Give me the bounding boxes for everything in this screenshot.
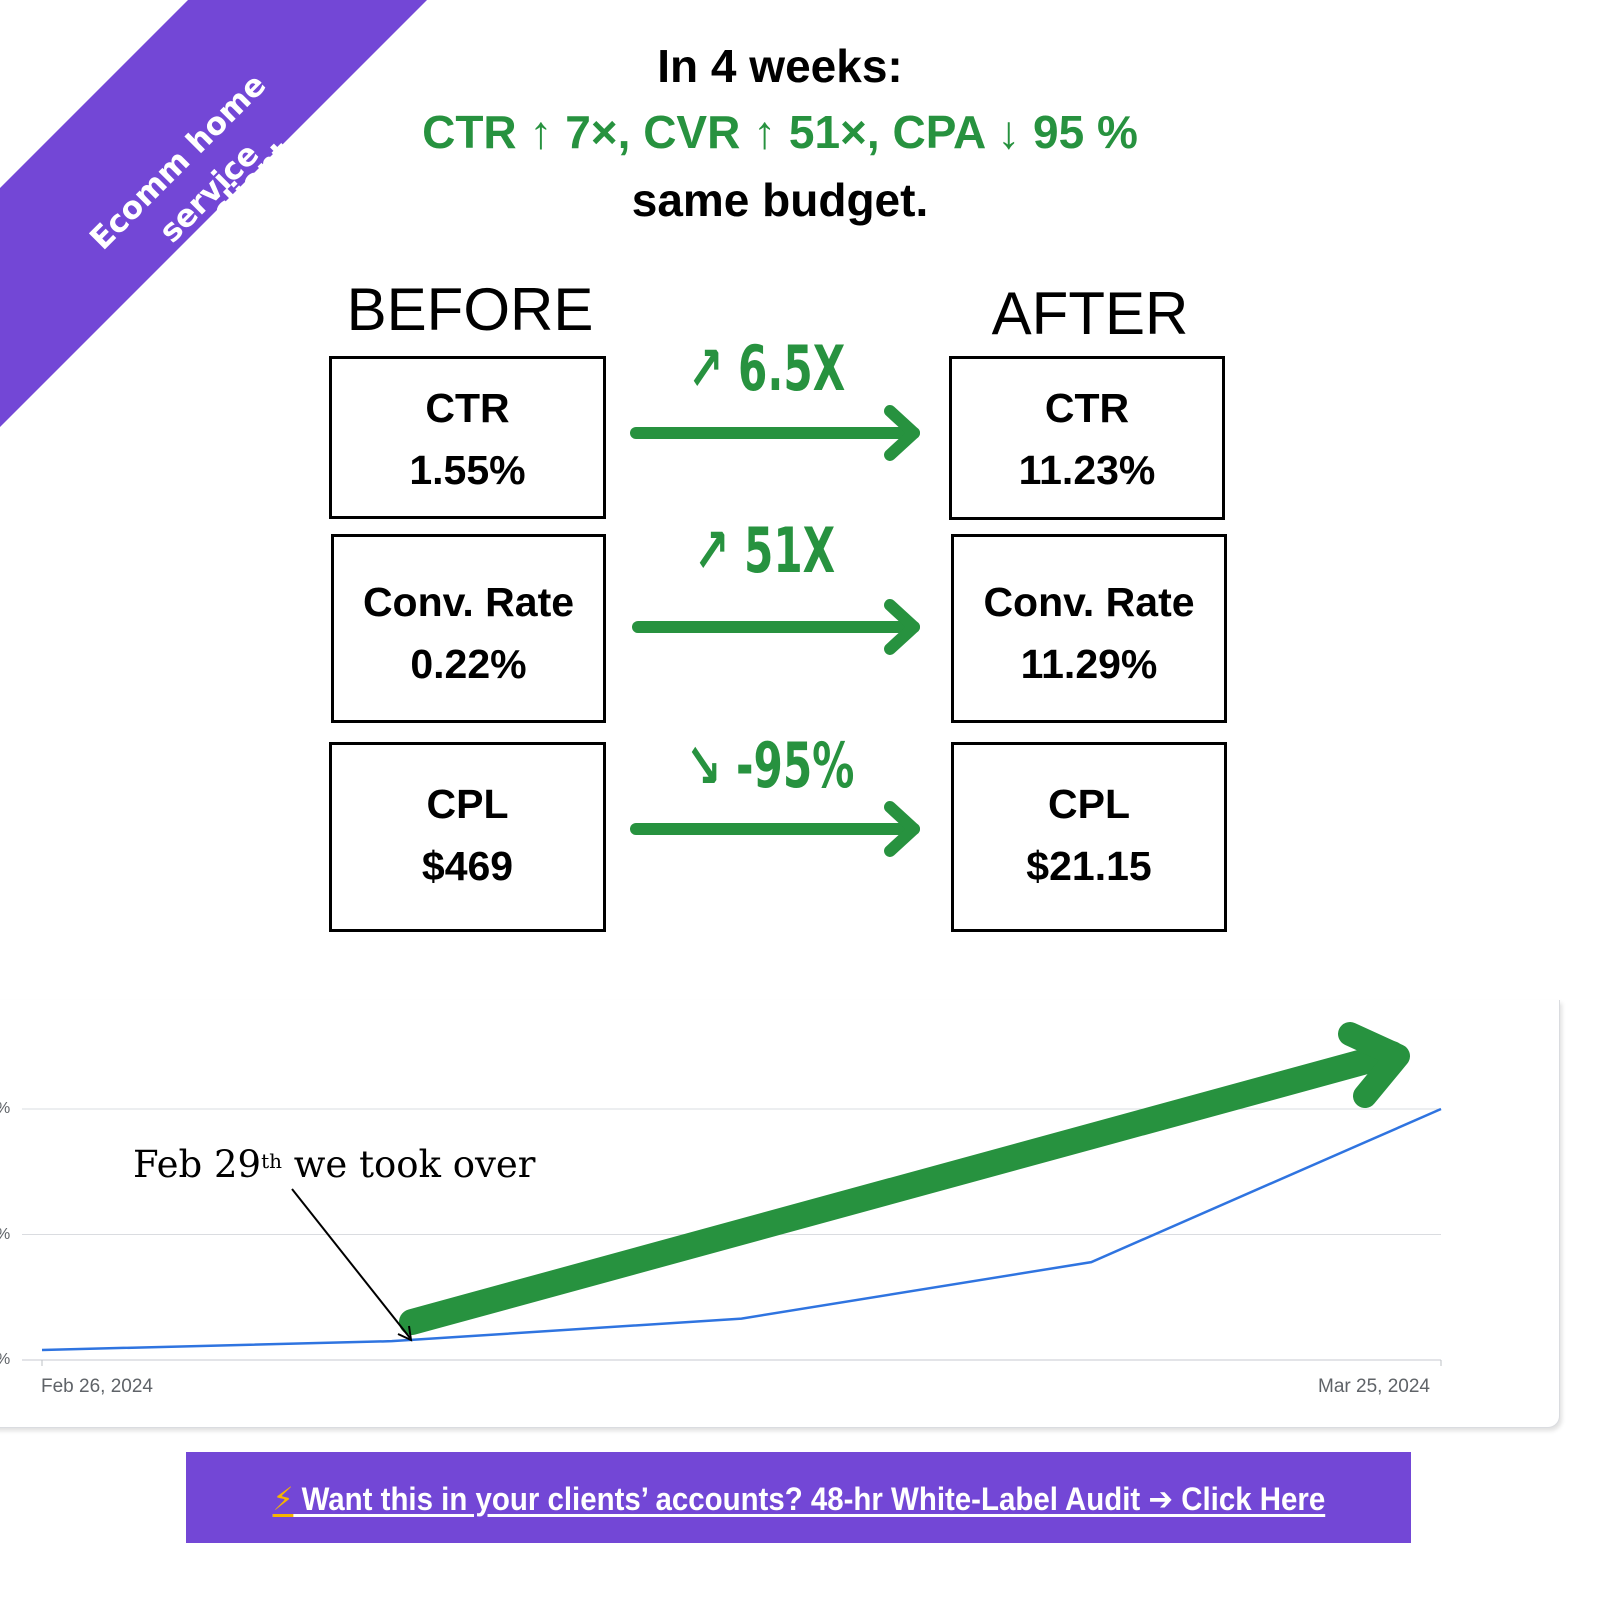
- metric-label: CTR: [1044, 385, 1130, 431]
- cpl-arrow-right-icon: [630, 801, 920, 857]
- headline-title: In 4 weeks:: [657, 40, 903, 92]
- cpl-change-label: ↘ -95%: [686, 729, 855, 802]
- x-axis-tick-label-end: Mar 25, 2024: [1318, 1376, 1430, 1397]
- trend-arrow-up-icon: [399, 1022, 1410, 1335]
- metric-label: Conv. Rate: [362, 579, 575, 625]
- after-conv-rate-box: Conv. Rate 11.29%: [951, 534, 1227, 723]
- before-cpl-box: CPL $469: [329, 742, 606, 932]
- headline-subtitle: same budget.: [631, 174, 929, 226]
- corner-ribbon: Ecomm home service client: [0, 0, 460, 460]
- ctr-change-label: ↗ 6.5X: [688, 332, 846, 405]
- metric-label: CTR: [425, 385, 510, 431]
- annotation-text-rest: we took over: [282, 1143, 536, 1186]
- corner-ribbon-band: [0, 0, 427, 427]
- y-axis-tick-label: %: [0, 1226, 10, 1244]
- cta-link[interactable]: ⚡ Want this in your clients’ accounts? 4…: [272, 1480, 1324, 1518]
- before-conv-rate-box: Conv. Rate 0.22%: [331, 534, 606, 723]
- y-axis-tick-label: %: [0, 1351, 10, 1369]
- chart-annotation: Feb 29th we took over: [133, 1140, 535, 1190]
- metric-value: 1.55%: [409, 447, 526, 493]
- metric-value: 11.23%: [1018, 447, 1156, 493]
- before-ctr-box: CTR 1.55%: [329, 356, 606, 519]
- transition-arrows: [630, 405, 920, 857]
- metric-label: CPL: [1048, 781, 1130, 827]
- performance-line-chart: [22, 1022, 1442, 1366]
- ctr-arrow-right-icon: [630, 405, 920, 461]
- cta-link-text[interactable]: Want this in your clients’ accounts? 48-…: [292, 1480, 1325, 1517]
- after-cpl-box: CPL $21.15: [951, 742, 1227, 932]
- conv-rate-change-label: ↗ 51X: [694, 514, 836, 587]
- annotation-superscript: th: [261, 1149, 282, 1173]
- headline-metrics: CTR ↑ 7×, CVR ↑ 51×, CPA ↓ 95 %: [422, 106, 1138, 158]
- metric-value: 0.22%: [410, 641, 527, 687]
- lightning-bolt-icon: ⚡: [272, 1480, 293, 1517]
- after-heading: AFTER: [991, 280, 1189, 347]
- annotation-text: Feb 29: [133, 1143, 262, 1186]
- x-axis-tick-label-start: Feb 26, 2024: [41, 1376, 153, 1397]
- chart-series: [41, 1107, 1442, 1352]
- before-heading: BEFORE: [346, 276, 594, 343]
- after-ctr-box: CTR 11.23%: [949, 356, 1225, 520]
- metric-label: CPL: [426, 781, 509, 827]
- metric-value: 11.29%: [1020, 641, 1158, 687]
- annotation-pointer-arrow-icon: [291, 1188, 413, 1342]
- metric-value: $469: [421, 843, 514, 889]
- cta-banner[interactable]: ⚡ Want this in your clients’ accounts? 4…: [186, 1452, 1411, 1543]
- metric-value: $21.15: [1026, 843, 1152, 889]
- conv-rate-arrow-right-icon: [632, 599, 920, 655]
- metric-label: Conv. Rate: [983, 579, 1195, 625]
- y-axis-tick-label: %: [0, 1100, 10, 1118]
